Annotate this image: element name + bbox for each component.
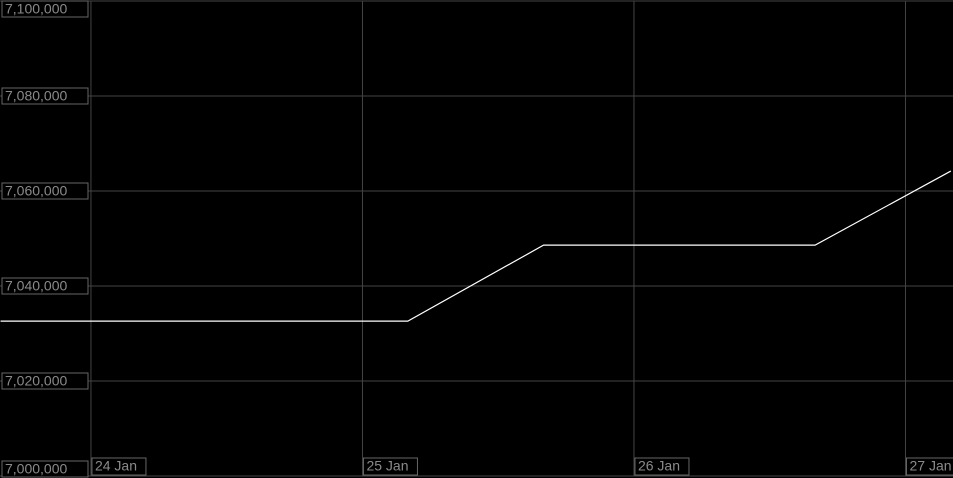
x-tick-box [362,457,418,476]
y-tick-label: 7,040,000 [5,278,67,294]
x-tick-box [634,457,690,476]
x-tick-label: 27 Jan [909,458,951,474]
x-tick-box [91,457,147,476]
x-tick-label: 24 Jan [95,458,137,474]
y-tick-label: 7,060,000 [5,183,67,199]
x-tick-label: 26 Jan [638,458,680,474]
x-tick-label: 25 Jan [366,458,408,474]
y-tick-box [1,277,89,295]
y-tick-box [1,87,89,105]
y-tick-label: 7,020,000 [5,373,67,389]
y-tick-box [1,460,89,478]
y-tick-box [1,182,89,200]
y-tick-box [1,0,89,18]
y-tick-label: 7,000,000 [5,461,67,477]
x-tick-box [905,457,953,476]
y-tick-box [1,372,89,390]
data-line [0,170,952,322]
y-tick-label: 7,080,000 [5,88,67,104]
y-tick-label: 7,100,000 [5,1,67,17]
